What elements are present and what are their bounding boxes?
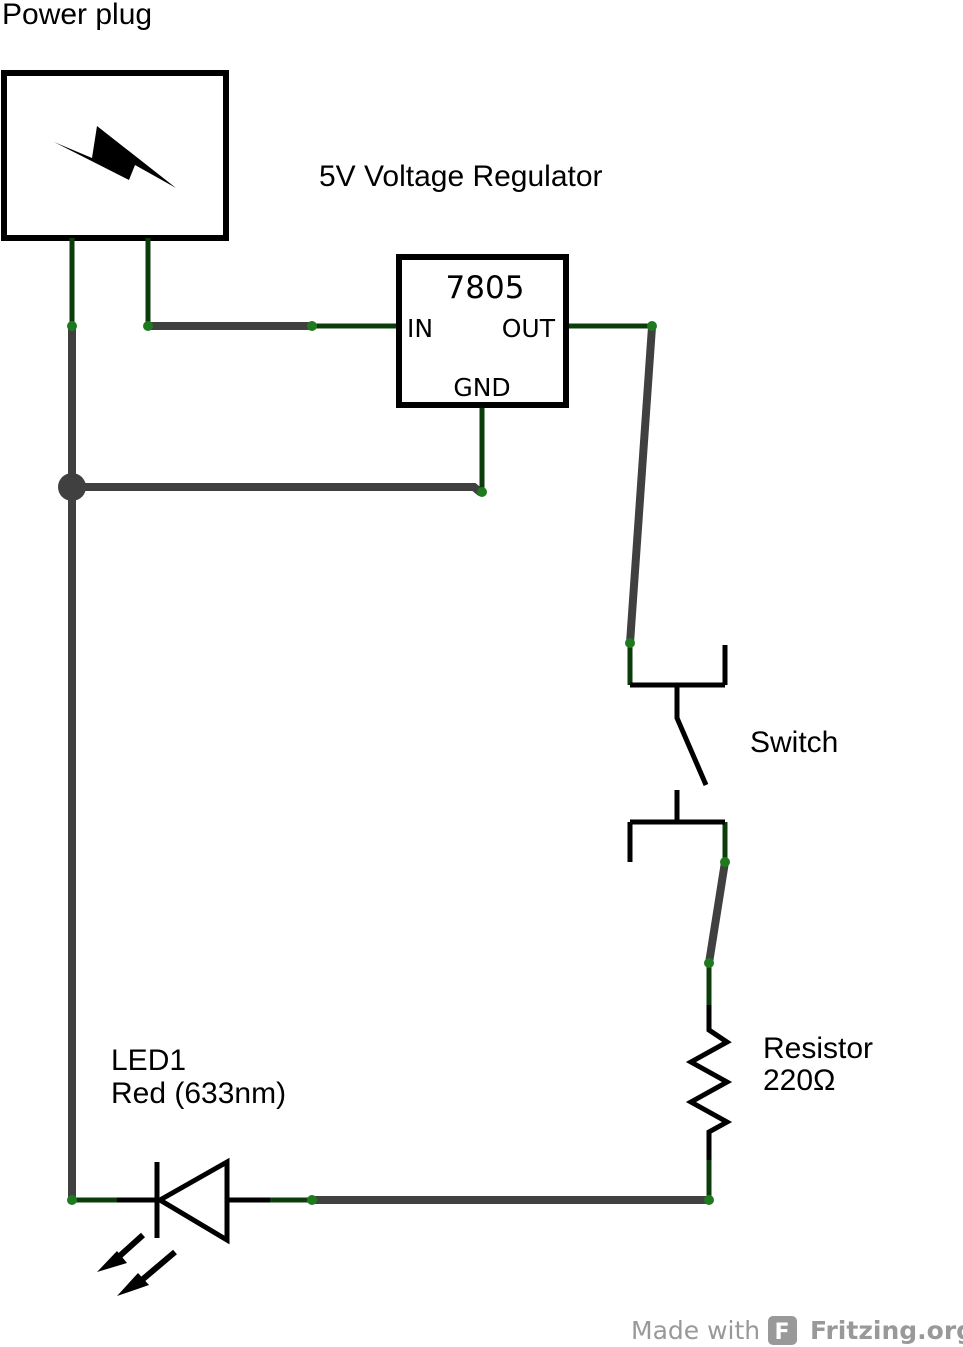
fritzing-logo-icon: F: [768, 1316, 797, 1345]
ground-junction-dot: [58, 473, 86, 501]
switch-lever: [674, 685, 709, 786]
endpoint[interactable]: [307, 321, 317, 331]
watermark-brand[interactable]: Fritzing.org: [810, 1316, 963, 1345]
endpoint[interactable]: [704, 1195, 714, 1205]
wire-endpoints: [67, 321, 730, 1205]
resistor-value-label: 220Ω: [763, 1064, 835, 1097]
led[interactable]: [97, 1157, 270, 1296]
regulator-body: [396, 254, 569, 408]
pin-in-label: IN: [407, 314, 433, 343]
switch-bottom-contact: [627, 790, 725, 862]
endpoint[interactable]: [67, 1195, 77, 1205]
resistor-zigzag: [685, 1005, 733, 1160]
endpoint[interactable]: [625, 638, 635, 648]
endpoint[interactable]: [67, 321, 77, 331]
fritzing-logo-letter: F: [774, 1320, 789, 1345]
lightning-bolt-icon: [54, 126, 176, 188]
regulator-part-number: 7805: [446, 270, 525, 306]
wire-switch-to-resistor[interactable]: [705, 858, 729, 967]
resistor-name-label: Resistor: [763, 1032, 873, 1065]
endpoint[interactable]: [647, 321, 657, 331]
resistor[interactable]: [685, 1005, 733, 1160]
endpoint[interactable]: [720, 857, 730, 867]
power-plug-label: Power plug: [2, 0, 152, 31]
regulator-title: 5V Voltage Regulator: [319, 160, 603, 193]
pin-gnd-label: GND: [453, 373, 510, 402]
push-switch[interactable]: [627, 645, 728, 862]
wire-out-to-switch[interactable]: [626, 323, 656, 647]
power-plug[interactable]: [1, 70, 229, 241]
switch-top-contact: [630, 645, 728, 688]
led-triangle: [155, 1157, 230, 1245]
endpoint[interactable]: [477, 487, 487, 497]
led-name-label: LED1: [111, 1044, 186, 1077]
endpoint[interactable]: [704, 958, 714, 968]
fritzing-watermark: Made with F Fritzing.org: [631, 1316, 963, 1345]
pin-out-label: OUT: [502, 314, 556, 343]
voltage-regulator[interactable]: 7805 IN OUT GND: [396, 254, 569, 408]
led-color-label: Red (633nm): [111, 1077, 286, 1110]
watermark-made-with: Made with: [631, 1316, 760, 1345]
endpoint[interactable]: [307, 1195, 317, 1205]
led-emission-arrows-icon: [97, 1232, 177, 1296]
wire-ground-junction-to-gnd[interactable]: [68, 483, 484, 496]
switch-label: Switch: [750, 726, 838, 759]
endpoint[interactable]: [143, 321, 153, 331]
